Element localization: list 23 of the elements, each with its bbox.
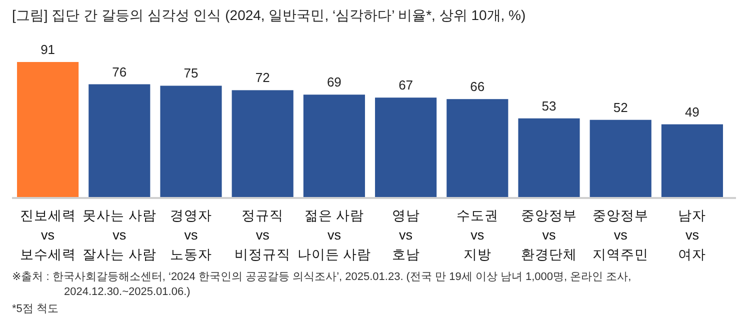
x-tick-label: 정규직 vs 비정규직 — [234, 208, 291, 262]
x-tick-label: 경영자 vs 노동자 — [170, 208, 212, 262]
text: ※출처 : 한국사회갈등해소센터, ‘2024 한국인의 공공갈등 의식조사’, 2025.01.23. (전국 만 19세 이상 남녀 1,000명, 온라인 조사, 2024.12.30.~2025.01.06.) — [12, 270, 632, 300]
data-label: 91 — [40, 42, 56, 57]
data-label: 76 — [112, 64, 127, 80]
text: *5점 척도 — [12, 302, 60, 317]
x-tick-label: 수도권 vs 지방 — [456, 208, 498, 262]
data-label: 52 — [613, 100, 628, 115]
data-label: 49 — [684, 104, 700, 120]
x-tick-label: 남자 vs 여자 — [678, 208, 706, 262]
data-label: 72 — [255, 70, 270, 86]
data-label: 69 — [326, 74, 342, 90]
x-tick-label: 중앙정부 vs 환경단체 — [521, 208, 577, 262]
chart-title: [그림] 집단 간 갈등의 심각성 인식 (2024, 일반국민, ‘심각하다’ 비율*, 상위 10개, %) — [12, 7, 526, 23]
x-tick-label: 중앙정부 vs 지역주민 — [592, 208, 649, 262]
data-label: 53 — [542, 98, 556, 114]
data-label: 67 — [398, 78, 414, 93]
data-label: 75 — [184, 66, 198, 81]
data-label: 66 — [470, 79, 485, 94]
x-tick-label: 못사는 사람 vs 잘사는 사람 — [82, 208, 156, 262]
x-tick-label: 젊은 사람 vs 나이든 사람 — [297, 208, 372, 262]
x-tick-label: 영남 vs 호남 — [392, 208, 420, 262]
x-tick-label: 진보세력 vs 보수세력 — [20, 208, 76, 262]
